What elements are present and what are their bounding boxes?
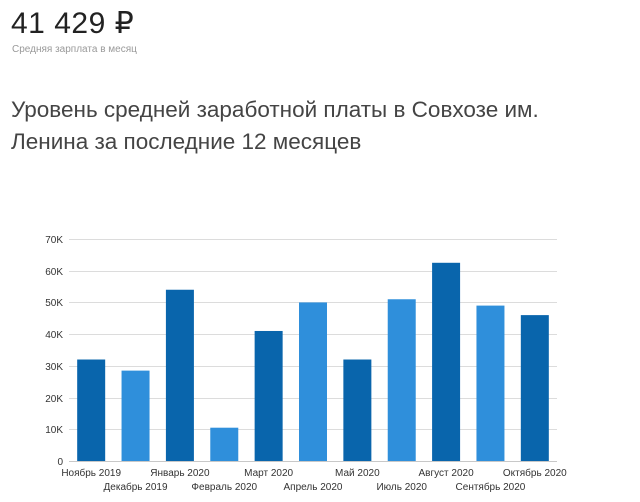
x-category-label: Май 2020: [335, 468, 380, 479]
y-tick-label: 0: [57, 457, 63, 468]
y-tick-label: 40K: [45, 330, 63, 341]
salary-caption: Средняя зарплата в месяц: [12, 44, 137, 55]
x-axis-labels: Ноябрь 2019 Декабрь 2019 Январь 2020 Феврал…: [61, 467, 567, 493]
x-category-label: Сентябрь 2020: [456, 481, 526, 493]
x-category-label: Август 2020: [419, 468, 475, 479]
bar[interactable]: [387, 299, 416, 461]
x-category-label: Март 2020: [244, 468, 293, 479]
y-tick-label: 50K: [45, 298, 63, 309]
x-category-label: Октябрь 2020: [503, 467, 567, 479]
x-category-label: Апрель 2020: [284, 482, 343, 493]
bar[interactable]: [210, 427, 239, 461]
y-tick-label: 60K: [45, 267, 63, 278]
y-tick-label: 10K: [45, 425, 63, 436]
bar[interactable]: [520, 315, 549, 461]
y-axis-ticks: 0 10K 20K 30K 40K 50K 60K 70K: [45, 235, 63, 468]
bar[interactable]: [299, 302, 327, 461]
bar[interactable]: [432, 262, 461, 461]
bar[interactable]: [77, 359, 106, 461]
bar[interactable]: [121, 370, 150, 461]
y-tick-label: 70K: [45, 235, 63, 246]
x-category-label: Январь 2020: [150, 468, 210, 479]
x-category-label: Июль 2020: [376, 482, 427, 493]
bar[interactable]: [254, 330, 283, 461]
bar[interactable]: [343, 359, 372, 461]
salary-value: 41 429 ₽: [11, 7, 135, 40]
y-tick-label: 30K: [45, 362, 63, 373]
x-category-label: Декабрь 2019: [104, 481, 168, 493]
x-category-label: Февраль 2020: [191, 482, 257, 493]
chart-heading: Уровень средней заработной платы в Совхо…: [11, 97, 539, 154]
bar[interactable]: [476, 305, 505, 461]
bar[interactable]: [165, 289, 194, 461]
y-tick-label: 20K: [45, 394, 63, 405]
x-category-label: Ноябрь 2019: [61, 467, 121, 479]
bars: [77, 262, 549, 461]
